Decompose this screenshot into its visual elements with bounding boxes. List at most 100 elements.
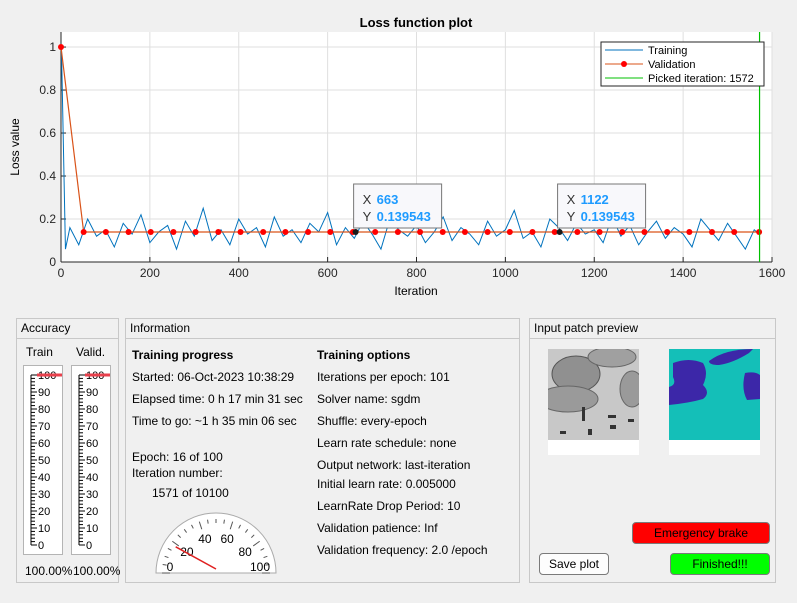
validation-point[interactable] — [574, 229, 581, 236]
valid-accuracy-value: 100.00% — [73, 564, 121, 578]
gauge-tick — [172, 540, 180, 547]
y-tick-label: 1 — [49, 40, 56, 54]
label-patch — [669, 349, 760, 455]
validation-point[interactable] — [551, 229, 558, 236]
information-panel: Information Training progress Started: 0… — [125, 318, 520, 583]
train-label: Train — [26, 345, 53, 359]
validation-point[interactable] — [506, 229, 513, 236]
gauge-tick — [162, 564, 167, 566]
training-option: Solver name: sgdm — [317, 392, 421, 406]
validation-point[interactable] — [529, 229, 536, 236]
validation-point[interactable] — [147, 229, 154, 236]
scale-label: 60 — [38, 438, 50, 450]
validation-point[interactable] — [372, 229, 379, 236]
preview-panel: Input patch preview Emergency brake Save… — [529, 318, 776, 583]
validation-point[interactable] — [327, 229, 334, 236]
training-option: Iterations per epoch: 101 — [317, 370, 450, 384]
gauge-label: 60 — [220, 532, 234, 546]
scale-label: 50 — [38, 455, 50, 467]
training-option: Validation frequency: 2.0 /epoch — [317, 543, 488, 557]
training-option: Validation patience: Inf — [317, 521, 438, 535]
validation-point[interactable] — [282, 229, 289, 236]
datatip[interactable]: X 663 Y 0.139543 — [352, 183, 443, 236]
epoch-text: Epoch: 16 of 100 — [132, 450, 223, 464]
x-tick-label: 400 — [229, 266, 249, 280]
save-plot-button[interactable]: Save plot — [539, 553, 609, 575]
loss-chart[interactable]: Loss function plot 0 200 400 600 800 1000 1200… — [0, 0, 797, 305]
datatip-axis: Y — [363, 209, 372, 224]
training-option: LearnRate Drop Period: 10 — [317, 499, 461, 513]
legend[interactable]: Training Validation Picked iteration: 15… — [600, 41, 765, 87]
validation-point[interactable] — [125, 229, 132, 236]
scale-label: 0 — [86, 540, 92, 552]
training-option: Shuffle: every-epoch — [317, 414, 427, 428]
y-axis-label: Loss value — [8, 118, 22, 176]
validation-point[interactable] — [686, 229, 693, 236]
validation-point[interactable] — [619, 229, 626, 236]
gauge-tick — [263, 555, 268, 559]
x-tick-label: 600 — [318, 266, 338, 280]
scale-label: 20 — [86, 506, 98, 518]
gauge-tick — [244, 529, 249, 533]
gauge-needle — [175, 546, 217, 570]
validation-point[interactable] — [641, 229, 648, 236]
x-tick-label: 1200 — [581, 266, 608, 280]
validation-point[interactable] — [484, 229, 491, 236]
validation-point[interactable] — [305, 229, 312, 236]
validation-point[interactable] — [439, 229, 446, 236]
validation-point[interactable] — [260, 229, 267, 236]
gauge-face — [155, 512, 277, 574]
scale-label: 70 — [38, 421, 50, 433]
x-tick-label: 200 — [140, 266, 160, 280]
scale-label: 50 — [86, 455, 98, 467]
iteration-value: 1571 of 10100 — [152, 486, 229, 500]
y-tick-label: 0.4 — [39, 169, 56, 183]
accuracy-title: Accuracy — [17, 319, 118, 339]
validation-point[interactable] — [394, 229, 401, 236]
validation-point[interactable] — [461, 229, 468, 236]
validation-point[interactable] — [192, 229, 199, 236]
validation-point[interactable] — [596, 229, 603, 236]
y-tick-label: 0.8 — [39, 83, 56, 97]
legend-training: Training — [648, 45, 687, 57]
validation-point[interactable] — [709, 229, 716, 236]
validation-point[interactable] — [417, 229, 424, 236]
legend-validation-marker — [621, 61, 627, 67]
validation-point[interactable] — [664, 229, 671, 236]
datatip-axis: X — [363, 192, 372, 207]
options-heading: Training options — [317, 348, 411, 362]
scale-label: 60 — [86, 438, 98, 450]
datatip-axis: X — [567, 192, 576, 207]
validation-point[interactable] — [102, 229, 109, 236]
input-image-patch — [548, 349, 639, 455]
datatip-marker — [556, 229, 563, 236]
gauge-tick — [229, 521, 234, 530]
progress-heading: Training progress — [132, 348, 234, 362]
datatip[interactable]: X 1122 Y 0.139543 — [556, 183, 647, 236]
validation-point[interactable] — [237, 229, 244, 236]
gauge-tick — [238, 524, 241, 529]
scale-label: 40 — [86, 472, 98, 484]
datatip-axis: Y — [567, 209, 576, 224]
time-to-go-text: Time to go: ~1 h 35 min 06 sec — [132, 414, 297, 428]
information-title: Information — [126, 319, 519, 339]
preview-title: Input patch preview — [530, 319, 775, 339]
y-tick-label: 0.2 — [39, 212, 56, 226]
validation-point[interactable] — [58, 44, 64, 51]
scale-label: 0 — [38, 540, 44, 552]
datatip-value: 1122 — [581, 192, 609, 207]
gauge-label: 80 — [238, 545, 252, 559]
emergency-brake-button[interactable]: Emergency brake — [632, 522, 770, 544]
validation-point[interactable] — [170, 229, 177, 236]
legend-validation: Validation — [648, 59, 696, 71]
scale-label: 80 — [86, 404, 98, 416]
training-option: Learn rate schedule: none — [317, 436, 457, 450]
finished-button[interactable]: Finished!!! — [670, 553, 770, 575]
x-tick-label: 1400 — [670, 266, 697, 280]
scale-label: 10 — [38, 523, 50, 535]
validation-point[interactable] — [215, 229, 222, 236]
started-text: Started: 06-Oct-2023 10:38:29 — [132, 370, 295, 384]
validation-point[interactable] — [731, 229, 738, 236]
validation-point[interactable] — [80, 229, 87, 236]
